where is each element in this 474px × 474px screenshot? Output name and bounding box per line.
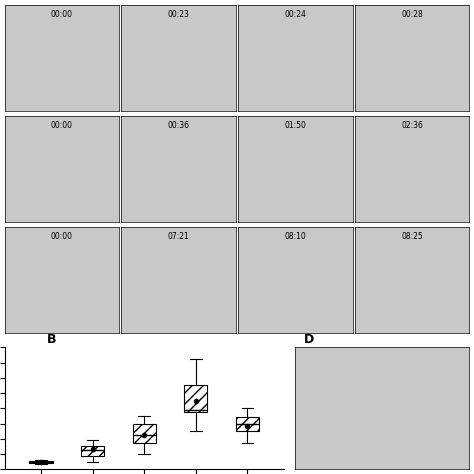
Text: 00:23: 00:23 — [168, 10, 190, 19]
Text: 02:36: 02:36 — [401, 121, 423, 130]
Text: B: B — [46, 333, 56, 346]
Text: 01:50: 01:50 — [284, 121, 306, 130]
Text: D: D — [304, 333, 314, 346]
Text: 00:00: 00:00 — [51, 232, 73, 241]
PathPatch shape — [184, 385, 208, 412]
PathPatch shape — [236, 418, 259, 431]
Text: 00:28: 00:28 — [401, 10, 423, 19]
PathPatch shape — [133, 423, 156, 443]
Text: 00:24: 00:24 — [284, 10, 306, 19]
Text: 00:00: 00:00 — [51, 121, 73, 130]
PathPatch shape — [81, 447, 104, 456]
Text: 08:25: 08:25 — [401, 232, 423, 241]
Text: 07:21: 07:21 — [168, 232, 190, 241]
PathPatch shape — [29, 461, 53, 463]
Text: 08:10: 08:10 — [284, 232, 306, 241]
Text: 00:36: 00:36 — [168, 121, 190, 130]
Text: 00:00: 00:00 — [51, 10, 73, 19]
